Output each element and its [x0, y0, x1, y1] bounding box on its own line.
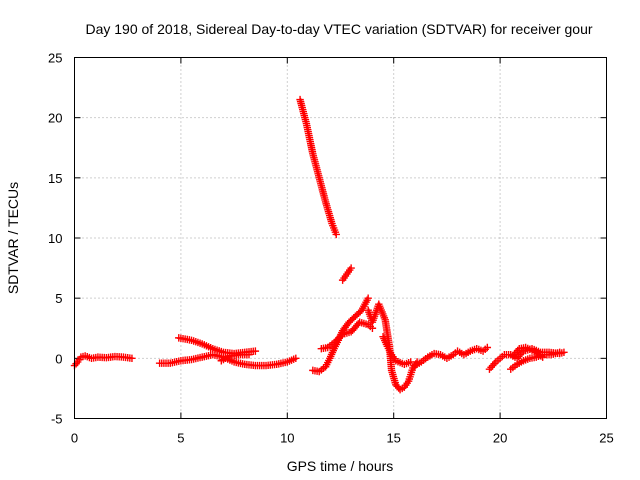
y-tick-label: 0	[55, 351, 62, 366]
data-point	[364, 294, 372, 302]
data-point	[128, 354, 136, 363]
series-segment	[509, 343, 547, 361]
data-point	[332, 230, 340, 239]
data-point	[292, 354, 300, 363]
data-point	[407, 358, 415, 366]
data-point	[251, 347, 260, 355]
data-point	[368, 324, 377, 332]
data-series	[70, 95, 568, 394]
x-tick-label: 10	[280, 431, 294, 446]
plot-frame	[74, 57, 607, 419]
series-segment	[296, 95, 340, 239]
x-tick-label: 25	[599, 431, 613, 446]
tick-labels: 0 5 10 15 20 25 -5 0 5 10 15 20 25	[48, 51, 614, 446]
data-point	[555, 348, 564, 357]
series-segment	[411, 343, 492, 370]
series-segment	[317, 318, 377, 353]
series-segment	[175, 334, 260, 358]
y-tick-label: 15	[48, 171, 62, 186]
y-axis-label: SDTVAR / TECUs	[5, 182, 21, 294]
y-tick-label: 25	[48, 51, 62, 66]
series-segment	[379, 332, 415, 369]
chart-title: Day 190 of 2018, Sidereal Day-to-day VTE…	[85, 21, 592, 37]
x-axis-label: GPS time / hours	[287, 458, 394, 474]
x-tick-label: 0	[71, 431, 78, 446]
grid	[74, 57, 607, 419]
y-tick-label: 20	[48, 111, 62, 126]
y-tick-label: 5	[55, 291, 62, 306]
y-tick-label: -5	[51, 412, 63, 427]
data-point	[245, 351, 253, 359]
data-point	[347, 264, 355, 272]
x-tick-label: 5	[177, 431, 184, 446]
data-point	[483, 343, 492, 352]
x-tick-label: 15	[386, 431, 400, 446]
series-segment	[338, 264, 355, 284]
series-segment	[364, 300, 421, 394]
series-segment	[217, 351, 253, 365]
y-tick-label: 10	[48, 231, 62, 246]
series-segment	[70, 352, 136, 370]
data-point	[538, 353, 547, 361]
x-tick-label: 20	[493, 431, 507, 446]
